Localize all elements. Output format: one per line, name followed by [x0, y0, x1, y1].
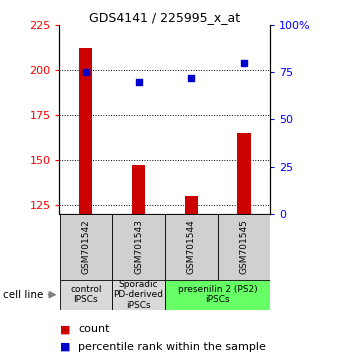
- FancyBboxPatch shape: [218, 214, 270, 280]
- Text: Sporadic
PD-derived
iPSCs: Sporadic PD-derived iPSCs: [114, 280, 164, 310]
- FancyBboxPatch shape: [112, 214, 165, 280]
- Point: [83, 69, 88, 75]
- Text: GSM701543: GSM701543: [134, 219, 143, 274]
- FancyBboxPatch shape: [112, 280, 165, 310]
- Text: GSM701545: GSM701545: [239, 219, 249, 274]
- Title: GDS4141 / 225995_x_at: GDS4141 / 225995_x_at: [89, 11, 240, 24]
- FancyBboxPatch shape: [165, 280, 270, 310]
- Text: control
IPSCs: control IPSCs: [70, 285, 102, 304]
- FancyBboxPatch shape: [165, 214, 218, 280]
- Text: count: count: [78, 324, 110, 334]
- Text: GSM701542: GSM701542: [81, 219, 90, 274]
- Text: presenilin 2 (PS2)
iPSCs: presenilin 2 (PS2) iPSCs: [178, 285, 257, 304]
- Bar: [237, 133, 251, 214]
- Text: GSM701544: GSM701544: [187, 219, 196, 274]
- Bar: [79, 48, 92, 214]
- FancyBboxPatch shape: [59, 214, 112, 280]
- Text: ■: ■: [59, 342, 70, 352]
- Point: [136, 79, 141, 84]
- Text: ■: ■: [59, 324, 70, 334]
- Text: percentile rank within the sample: percentile rank within the sample: [78, 342, 266, 352]
- Point: [188, 75, 194, 81]
- Bar: [185, 196, 198, 214]
- Text: cell line: cell line: [3, 290, 44, 300]
- Bar: [132, 165, 145, 214]
- FancyBboxPatch shape: [59, 280, 112, 310]
- Point: [241, 60, 246, 65]
